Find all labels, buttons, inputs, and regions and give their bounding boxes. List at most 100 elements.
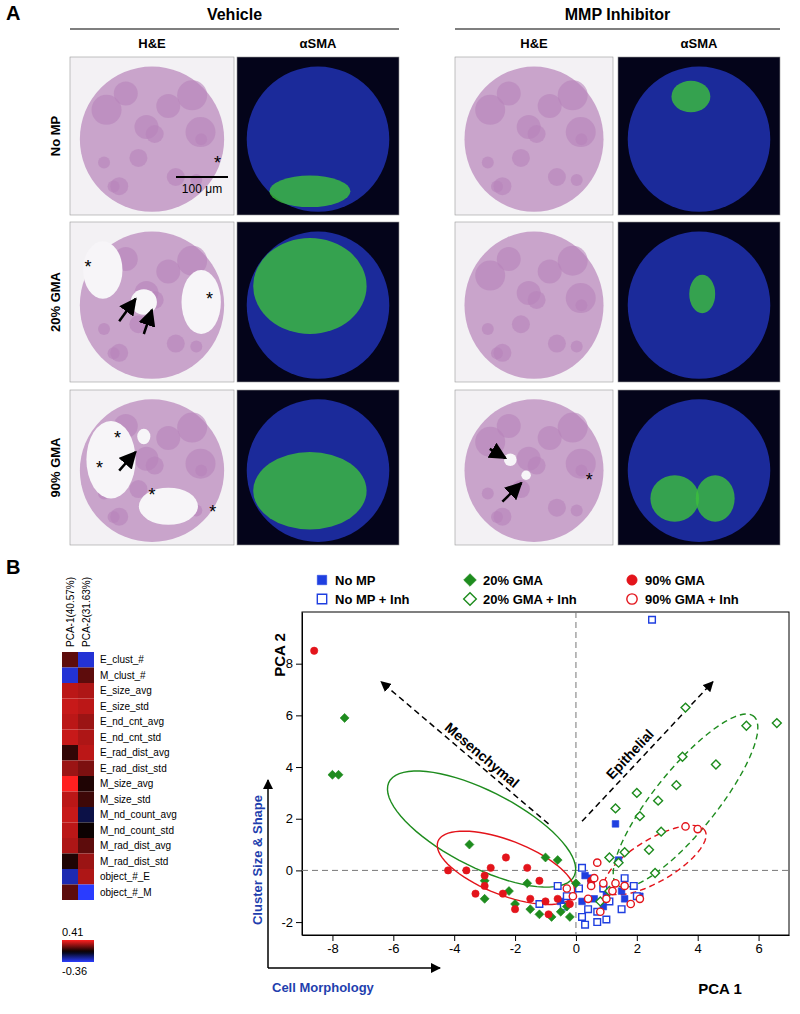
tissue-texture (538, 260, 562, 284)
tissue-texture (528, 291, 546, 309)
legend-entry: 20% GMA + Inh (464, 592, 577, 607)
heatmap-row-label: M_rad_dist_avg (100, 840, 171, 851)
tissue-texture (114, 82, 138, 106)
tissue (247, 66, 390, 211)
micrograph (455, 57, 613, 215)
heatmap-cell (78, 869, 94, 885)
tissue-texture (497, 414, 521, 438)
tissue-texture (571, 505, 583, 517)
note-arrow (268, 967, 440, 969)
annotation: Mesenchymal (442, 719, 522, 791)
heatmap-row-label: E_size_std (100, 701, 149, 712)
point (553, 856, 562, 865)
point (645, 845, 654, 854)
heatmap-cell (62, 838, 78, 854)
arrow (502, 483, 521, 502)
column-label: H&E (138, 36, 166, 51)
point (571, 879, 580, 888)
point (554, 895, 561, 902)
legend-symbol (317, 575, 326, 584)
micrograph-frame (70, 222, 234, 382)
heatmap-cell (62, 776, 78, 792)
point (694, 825, 701, 832)
zero-line (302, 870, 789, 871)
tick: 6 (286, 708, 302, 723)
heatmap-cell (62, 683, 78, 699)
point (603, 895, 610, 902)
tick-mark (454, 935, 455, 941)
annotation-arrow (381, 682, 548, 824)
cavity (83, 241, 122, 299)
legend-symbol (464, 574, 477, 587)
tick-mark (515, 935, 516, 941)
point (682, 823, 689, 830)
tissue-texture (538, 94, 562, 118)
heatmap-row-label: object_#_M (100, 887, 152, 898)
micrograph-frame (70, 390, 234, 545)
tissue-texture (186, 117, 216, 147)
tick: 8 (286, 656, 302, 671)
point (742, 721, 751, 730)
tissue-texture (177, 80, 207, 110)
point (618, 906, 625, 913)
point (597, 908, 604, 915)
tick-label: -2 (510, 941, 522, 956)
point (612, 821, 619, 828)
heatmap-cell (62, 807, 78, 823)
point (582, 872, 589, 879)
tissue-texture (512, 149, 530, 167)
colorbar-tick-label: -0.36 (62, 965, 87, 977)
point (651, 869, 660, 878)
heatmap-cell (62, 885, 78, 901)
point (511, 906, 518, 913)
sma-stain (650, 475, 699, 522)
heatmap-cell (78, 668, 94, 684)
tick: -6 (388, 935, 400, 956)
point (594, 859, 601, 866)
tick-label: 0 (286, 863, 293, 878)
point (556, 907, 565, 916)
heatmap-cell (62, 699, 78, 715)
legend-entry: No MP + Inh (317, 592, 409, 607)
group-header: Vehicle (207, 6, 262, 23)
asterisk: * (209, 502, 216, 522)
tissue (628, 66, 771, 211)
point (654, 796, 663, 805)
tissue-texture (548, 335, 566, 353)
y-axis-note: Cluster Size & Shape (250, 795, 265, 925)
heatmap-cell (78, 683, 94, 699)
heatmap-row-label: M_clust_# (100, 670, 146, 681)
tick-mark (576, 935, 577, 941)
micrograph-bg (237, 57, 399, 215)
tick: 2 (286, 811, 302, 826)
tissue-texture (156, 94, 180, 118)
heatmap-row-label: M_nd_count_std (100, 825, 174, 836)
group-ellipse (387, 771, 575, 887)
sma-stain (696, 475, 735, 522)
micrograph-bg (455, 390, 613, 545)
heatmap-cell (78, 792, 94, 808)
asterisk: * (148, 485, 155, 505)
group-rule (455, 28, 780, 29)
point (591, 874, 598, 881)
tissue-texture (566, 283, 596, 313)
micrograph (455, 222, 613, 382)
legend-label: 90% GMA (645, 573, 706, 588)
cavity (137, 429, 150, 445)
micrograph (455, 390, 613, 545)
tissue (80, 232, 224, 379)
sma-stain (269, 176, 350, 208)
sma-stain (253, 452, 366, 530)
point (612, 880, 619, 887)
point (614, 858, 623, 867)
tick-label: 4 (695, 941, 702, 956)
tick-mark (393, 935, 394, 941)
micrograph-bg (237, 222, 399, 382)
micrograph-frame (70, 57, 234, 215)
point (588, 882, 595, 889)
point (678, 752, 687, 761)
heatmap-cell (78, 699, 94, 715)
scale-bar-label: 100 μm (182, 182, 222, 196)
micrograph (237, 57, 399, 215)
point (536, 877, 543, 884)
